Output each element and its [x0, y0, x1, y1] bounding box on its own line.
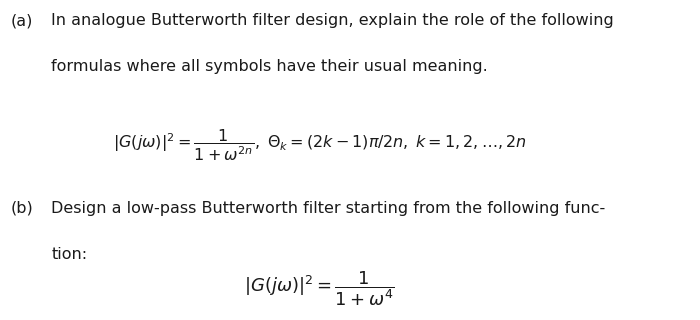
Text: Design a low-pass Butterworth filter starting from the following func-: Design a low-pass Butterworth filter sta…: [52, 201, 606, 216]
Text: (a): (a): [10, 13, 33, 28]
Text: (b): (b): [10, 201, 33, 216]
Text: formulas where all symbols have their usual meaning.: formulas where all symbols have their us…: [52, 59, 488, 74]
Text: In analogue Butterworth filter design, explain the role of the following: In analogue Butterworth filter design, e…: [52, 13, 614, 28]
Text: tion:: tion:: [52, 247, 88, 262]
Text: $|G(j\omega)|^2 = \dfrac{1}{1+\omega^{2n}},\; \Theta_k = (2k-1)\pi/2n,\; k=1,2,\: $|G(j\omega)|^2 = \dfrac{1}{1+\omega^{2n…: [113, 128, 526, 164]
Text: $|G(j\omega)|^2 = \dfrac{1}{1+\omega^{4}}$: $|G(j\omega)|^2 = \dfrac{1}{1+\omega^{4}…: [244, 269, 395, 308]
